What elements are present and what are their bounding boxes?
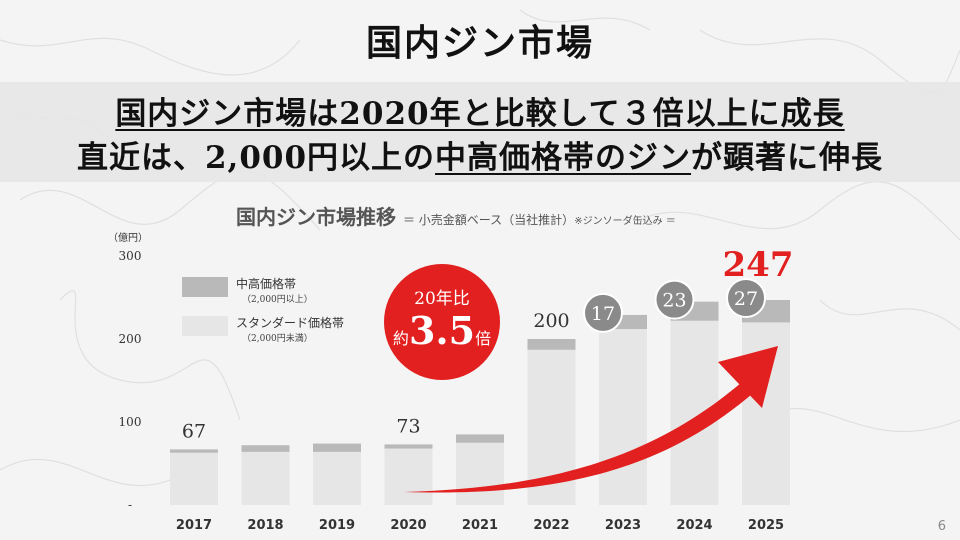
data-label-total: 200 (533, 310, 569, 332)
x-tick-label: 2019 (319, 518, 355, 533)
bar-standard (170, 452, 218, 505)
legend-premium-label: 中高価格帯 (236, 277, 297, 291)
bar-standard (599, 329, 647, 505)
legend-standard-sub: （2,000円未満） (242, 334, 313, 344)
headline-line-2: 直近は、2,000円以上の中高価格帯のジンが顕著に伸長 (0, 132, 960, 177)
bar-premium (313, 443, 361, 452)
legend-premium-swatch (182, 277, 228, 297)
data-label-total: 67 (182, 420, 206, 442)
headline-line-2-pre: 直近は、2,000円以上の (76, 140, 436, 176)
bar-standard (456, 442, 504, 505)
data-label-total: 73 (396, 415, 420, 437)
headline-line-1-text: 国内ジン市場は2020年と比較して３倍以上に成長 (115, 96, 845, 132)
bar-premium (170, 449, 218, 453)
x-tick-label: 2018 (247, 518, 283, 533)
premium-value-bubble (583, 292, 623, 333)
growth-arrow-body (404, 382, 752, 493)
x-tick-label: 2024 (676, 518, 712, 533)
chart-subtitle-main: 国内ジン市場推移 (236, 205, 396, 229)
bar-premium (241, 445, 290, 452)
x-tick-label: 2017 (176, 518, 212, 533)
bar-standard (384, 448, 433, 505)
x-tick-label: 2022 (533, 518, 569, 533)
growth-badge-value: 約3.5倍 (384, 308, 500, 353)
bar-premium (527, 339, 576, 350)
chart-subtitle-note: ＝ 小売金額ベース（当社推計） (402, 213, 575, 227)
page-number: 6 (937, 519, 946, 534)
premium-value-bubble (654, 279, 695, 320)
x-tick-label: 2023 (605, 518, 641, 533)
y-axis-unit-label: （億円） (108, 231, 148, 244)
bar-standard (241, 451, 290, 505)
chart-subtitle-note2: ※ジンソーダ缶込み ＝ (574, 216, 676, 227)
bar-premium (384, 444, 433, 449)
x-tick-label: 2025 (748, 518, 784, 533)
growth-badge-pre: 約 (392, 329, 409, 348)
legend-premium-sub: （2,000円以上） (242, 295, 313, 305)
data-label-total: 247 (723, 245, 794, 285)
x-tick-label: 2021 (462, 518, 498, 533)
data-label-premium: 23 (662, 290, 686, 312)
data-label-premium: 27 (734, 288, 758, 310)
y-tick-label: 100 (119, 415, 142, 429)
growth-badge: 20年比 約3.5倍 (384, 264, 500, 380)
chart-subtitle: 国内ジン市場推移 ＝ 小売金額ベース（当社推計）※ジンソーダ缶込み ＝ (236, 201, 676, 230)
legend-standard-swatch (182, 316, 228, 336)
headline-line-2-highlight: 中高価格帯のジン (435, 140, 692, 176)
growth-arrow-head (718, 346, 778, 408)
headline-line-2-post: が顕著に伸長 (691, 140, 884, 176)
legend-standard-label: スタンダード価格帯 (236, 316, 345, 330)
headline-band (0, 82, 960, 182)
headline-line-1: 国内ジン市場は2020年と比較して３倍以上に成長 (0, 88, 960, 133)
y-tick-label: - (128, 498, 132, 512)
y-tick-label: 300 (119, 249, 142, 263)
growth-badge-number: 3.5 (408, 308, 476, 353)
growth-badge-post: 倍 (475, 329, 492, 348)
page-title: 国内ジン市場 (365, 22, 594, 64)
y-tick-label: 200 (119, 332, 142, 346)
bar-standard (313, 451, 361, 505)
data-label-premium: 17 (591, 303, 615, 325)
x-tick-label: 2020 (390, 518, 426, 533)
bar-premium (456, 434, 504, 443)
premium-value-bubble (726, 277, 766, 318)
growth-badge-caption: 20年比 (414, 289, 470, 309)
